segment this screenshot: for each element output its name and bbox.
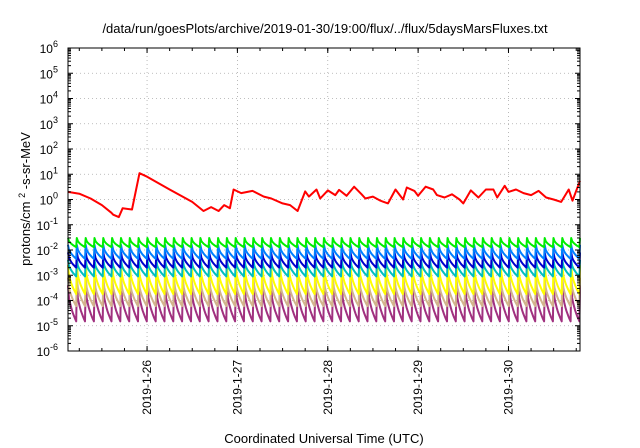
- y-tick-label: 10-2: [37, 241, 58, 258]
- x-tick-label: 2019-1-28: [321, 360, 335, 415]
- y-tick-label: 103: [40, 115, 58, 132]
- y-axis-label: protons/cm 2 -s-sr-MeV: [13, 132, 33, 266]
- flux-series-line: [67, 172, 581, 219]
- flux-series-line: [67, 237, 581, 249]
- y-tick-label: 10-5: [37, 317, 58, 334]
- x-tick-label: 2019-1-30: [501, 360, 515, 415]
- y-tick-label: 100: [40, 191, 58, 208]
- y-axis-label-base: protons/cm: [18, 202, 33, 266]
- y-axis-label-superscript: 2: [17, 193, 27, 198]
- x-axis: 2019-1-26 2019-1-27 2019-1-28 2019-1-29 2019…: [78, 48, 577, 415]
- chart-title: /data/run/goesPlots/archive/2019-01-30/1…: [102, 21, 548, 36]
- y-tick-label: 106: [40, 39, 58, 56]
- series-layer: [67, 172, 581, 323]
- y-tick-label: 102: [40, 140, 58, 157]
- y-axis: 10-6 10-5 10-4 10-3 10-2 10-1 100 101 102 103 104 1…: [37, 39, 580, 359]
- y-tick-label: 10-6: [37, 342, 58, 359]
- x-tick-label: 2019-1-29: [411, 360, 425, 415]
- y-tick-label: 10-3: [37, 266, 58, 283]
- y-tick-label: 101: [40, 165, 58, 182]
- x-tick-label: 2019-1-27: [230, 360, 244, 415]
- x-tick-label: 2019-1-26: [140, 360, 154, 415]
- y-tick-label: 10-4: [37, 292, 58, 309]
- y-tick-label: 104: [40, 90, 58, 107]
- x-axis-label: Coordinated Universal Time (UTC): [224, 431, 423, 446]
- y-tick-label: 10-1: [37, 216, 58, 233]
- y-tick-label: 105: [40, 64, 58, 81]
- y-axis-label-unit: -s-sr-MeV: [18, 132, 33, 189]
